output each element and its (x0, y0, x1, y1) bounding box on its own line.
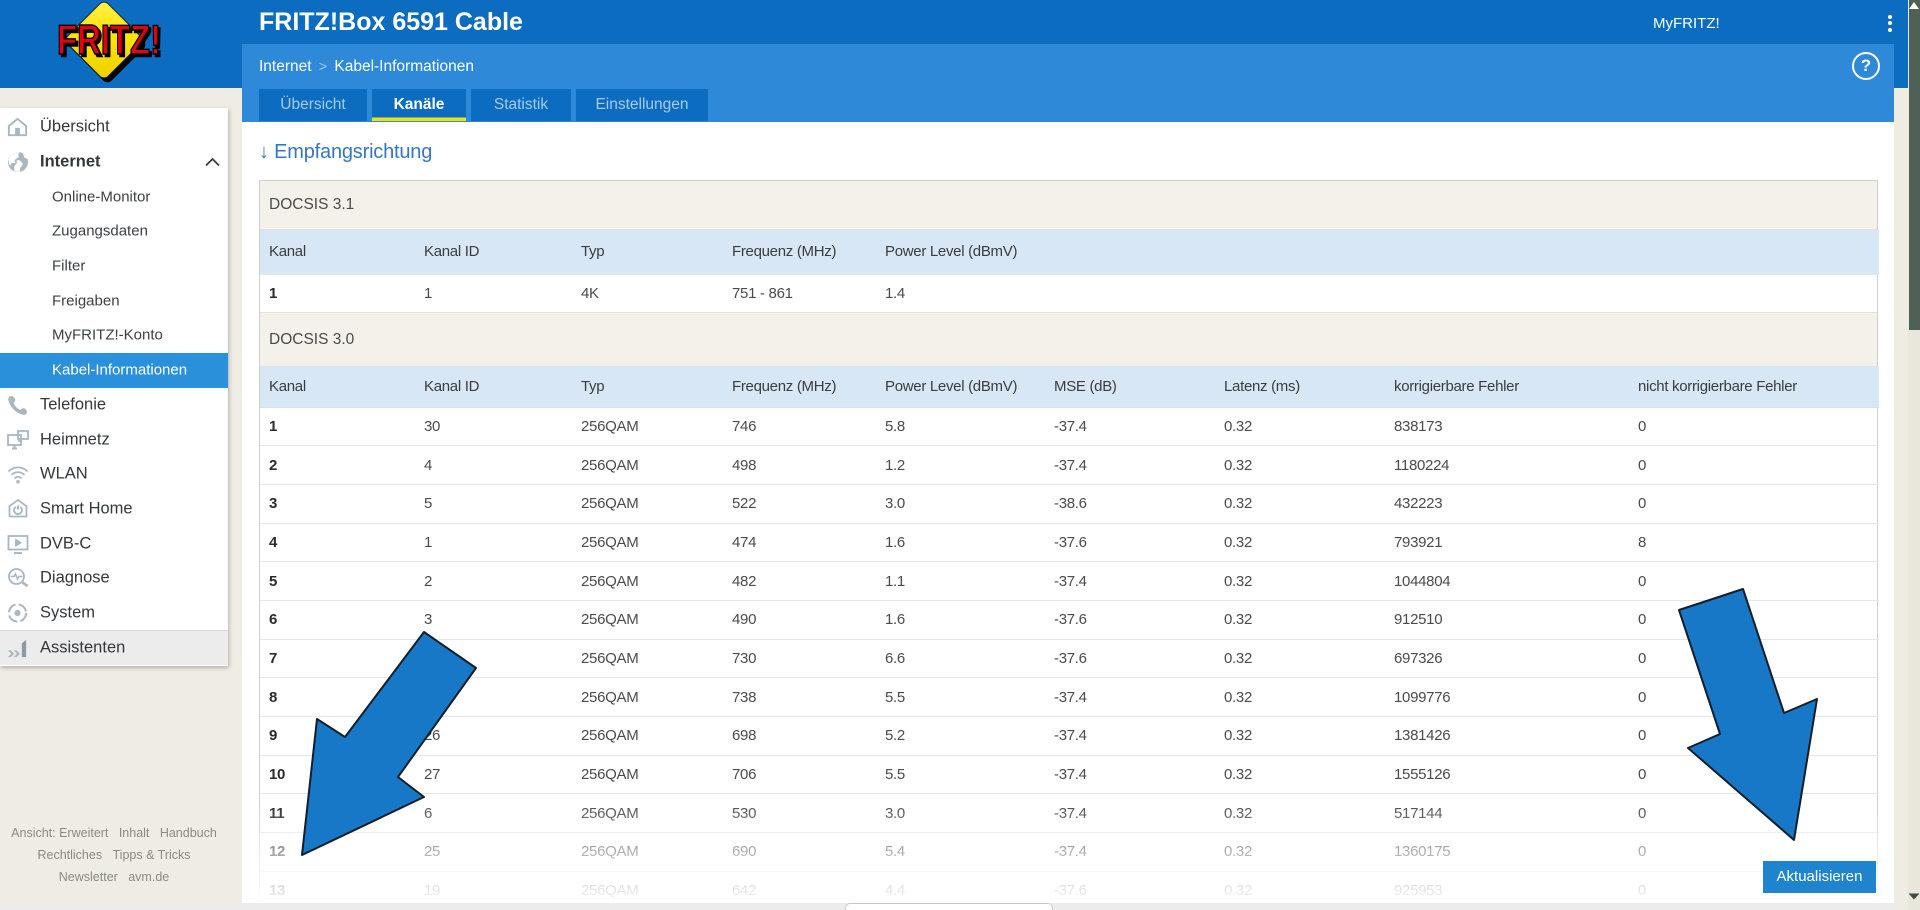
svg-text:FRITZ!: FRITZ! (59, 19, 163, 66)
svg-text:FRITZ!: FRITZ! (57, 16, 161, 63)
